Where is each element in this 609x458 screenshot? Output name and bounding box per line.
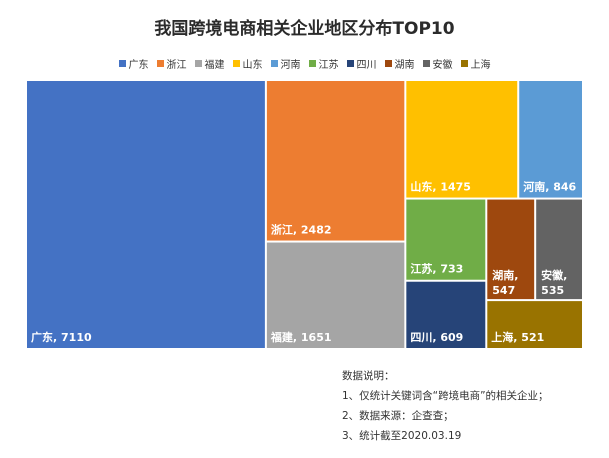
legend-swatch [118,60,126,67]
legend-label: 福建 [204,60,225,71]
legend-item-6: 四川 [346,56,377,71]
treemap-label-7: 湖南, 547 [492,268,518,297]
treemap-label-3: 山东, 1475 [410,180,471,194]
notes-heading: 数据说明： [342,370,395,382]
treemap-label-5: 江苏, 733 [410,262,463,276]
treemap-tile-7 [487,199,535,300]
treemap-tile-4 [519,81,582,198]
chart-title: 我国跨境电商相关企业地区分布TOP10 [154,19,455,39]
treemap-tile-2 [266,242,405,348]
treemap-tile-6 [406,281,486,348]
legend-swatch [232,60,240,67]
legend-label: 四川 [356,60,377,71]
treemap-label-8: 安徽, 535 [541,268,567,297]
legend-item-2: 福建 [194,56,225,71]
notes-line-3: 3、统计截至2020.03.19 [342,430,462,442]
legend-swatch [308,60,316,67]
legend-swatch [422,60,430,67]
legend-label: 江苏 [318,60,339,71]
legend-swatch [156,60,164,67]
treemap-tile-3 [406,81,518,198]
legend-item-7: 湖南 [384,56,415,71]
treemap-label-2: 福建, 1651 [270,330,332,344]
chart-legend: 广东 浙江 福建 山东 河南 江苏 四川 湖南 安徽 上海 [0,56,609,71]
legend-label: 上海 [470,60,491,71]
legend-swatch [270,60,278,67]
notes-line-2: 2、数据来源：企查查； [342,410,454,422]
treemap-label-1: 浙江, 2482 [271,223,332,237]
treemap-label-0: 广东, 7110 [31,330,92,344]
legend-item-8: 安徽 [422,56,453,71]
data-notes: 数据说明： 1、仅统计关键词含“跨境电商”的相关企业； 2、数据来源：企查查； … [342,366,549,446]
legend-item-1: 浙江 [156,56,187,71]
legend-label: 河南 [280,60,301,71]
legend-swatch [460,60,468,67]
treemap-label-4: 河南, 846 [523,180,576,194]
legend-swatch [384,60,392,67]
legend-item-9: 上海 [460,56,491,71]
treemap-label-9: 上海, 521 [491,330,544,344]
legend-label: 浙江 [166,60,187,71]
legend-item-5: 江苏 [308,56,339,71]
legend-item-4: 河南 [270,56,301,71]
legend-swatch [346,60,354,67]
legend-label: 广东 [128,60,149,71]
legend-label: 山东 [242,60,263,71]
legend-item-3: 山东 [232,56,263,71]
legend-swatch [194,60,202,67]
legend-label: 湖南 [394,60,415,71]
legend-label: 安徽 [432,60,453,71]
legend-item-0: 广东 [118,56,149,71]
notes-line-1: 1、仅统计关键词含“跨境电商”的相关企业； [342,390,549,402]
treemap-tile-8 [536,199,582,300]
treemap-tile-9 [487,301,582,348]
treemap-tile-1 [266,81,405,241]
treemap-tile-5 [406,199,486,280]
treemap-tile-0 [27,81,265,348]
treemap-label-6: 四川, 609 [410,331,463,344]
